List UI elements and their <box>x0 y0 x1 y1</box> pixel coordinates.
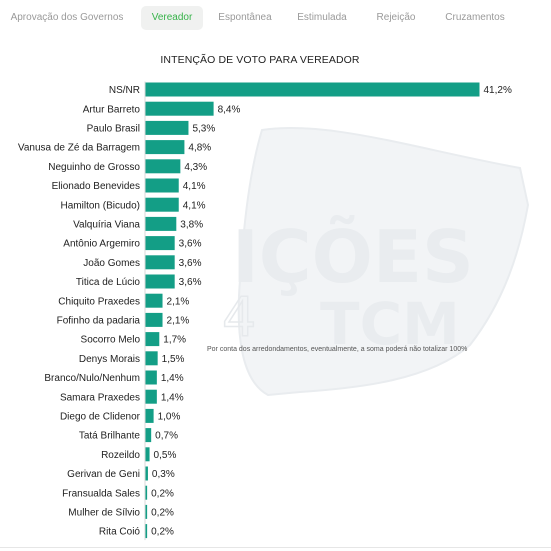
data-label: 0,2% <box>151 527 174 538</box>
data-label: 0,2% <box>151 488 174 499</box>
category-label: Rozeildo <box>101 450 140 461</box>
tab-bar: Aprovação dos Governos Vereador Espontân… <box>0 6 551 30</box>
bar[interactable] <box>145 178 179 193</box>
bar[interactable] <box>145 466 148 481</box>
bar[interactable] <box>145 370 157 385</box>
category-label: Fransualda Sales <box>62 488 140 499</box>
category-label: Branco/Nulo/Nenhum <box>44 373 140 384</box>
category-label: Vanusa de Zé da Barragem <box>18 143 140 154</box>
tab-espontanea[interactable]: Espontânea <box>218 12 272 23</box>
category-label: João Gomes <box>83 258 140 269</box>
category-label: Antônio Argemiro <box>63 239 140 250</box>
bar[interactable] <box>145 216 177 231</box>
data-label: 0,3% <box>152 469 175 480</box>
category-label: NS/NR <box>109 85 140 96</box>
data-label: 1,0% <box>158 412 181 423</box>
data-label: 41,2% <box>484 85 512 96</box>
category-label: Samara Praxedes <box>60 392 140 403</box>
data-label: 3,6% <box>179 239 202 250</box>
category-label: Hamilton (Bicudo) <box>61 200 140 211</box>
category-label: Mulher de Sílvio <box>68 508 140 519</box>
bar[interactable] <box>145 447 150 462</box>
data-label: 4,1% <box>183 181 206 192</box>
bar[interactable] <box>145 236 175 251</box>
tab-aprovacao[interactable]: Aprovação dos Governos <box>10 12 124 23</box>
bar[interactable] <box>145 293 163 308</box>
data-label: 0,7% <box>155 431 178 442</box>
bar[interactable] <box>145 82 480 97</box>
tab-cruzamentos[interactable]: Cruzamentos <box>445 12 505 23</box>
bar[interactable] <box>145 120 189 135</box>
bar[interactable] <box>145 485 148 500</box>
category-label: Artur Barreto <box>83 104 141 115</box>
data-label: 4,3% <box>184 162 207 173</box>
bar[interactable] <box>145 140 185 155</box>
category-label: Denys Morais <box>79 354 140 365</box>
category-label: Fofinho da padaria <box>57 316 141 327</box>
data-label: 4,1% <box>183 200 206 211</box>
data-label: 0,2% <box>151 508 174 519</box>
category-label: Diego de Clidenor <box>60 412 141 423</box>
data-label: 2,1% <box>167 296 190 307</box>
category-label: Chiquito Praxedes <box>58 296 140 307</box>
category-label: Socorro Melo <box>81 335 141 346</box>
category-label: Titica de Lúcio <box>76 277 141 288</box>
data-label: 3,6% <box>179 277 202 288</box>
bar[interactable] <box>145 524 148 539</box>
bottom-divider <box>0 547 551 548</box>
data-label: 0,5% <box>154 450 177 461</box>
data-label: 5,3% <box>192 124 215 135</box>
tab-rejeicao[interactable]: Rejeição <box>376 12 416 23</box>
bar[interactable] <box>145 101 214 116</box>
rounding-note: Por conta dos arredondamentos, eventualm… <box>207 346 468 353</box>
category-label: Gerivan de Geni <box>67 469 140 480</box>
data-label: 1,4% <box>161 392 184 403</box>
category-label: Tatá Brilhante <box>79 431 141 442</box>
data-label: 3,8% <box>180 220 203 231</box>
category-label: Neguinho de Grosso <box>48 162 140 173</box>
category-label: Elionado Benevides <box>52 181 140 192</box>
bar[interactable] <box>145 504 148 519</box>
tab-estimulada[interactable]: Estimulada <box>297 12 347 23</box>
data-label: 4,8% <box>188 143 211 154</box>
data-label: 1,5% <box>162 354 185 365</box>
category-label: Paulo Brasil <box>87 124 140 135</box>
category-label: Valquíria Viana <box>73 220 140 231</box>
bar[interactable] <box>145 312 163 327</box>
data-label: 1,4% <box>161 373 184 384</box>
tab-vereador[interactable]: Vereador <box>141 6 203 30</box>
category-label: Rita Coió <box>99 527 141 538</box>
bar[interactable] <box>145 389 157 404</box>
bar[interactable] <box>145 274 175 289</box>
bar[interactable] <box>145 197 179 212</box>
bar[interactable] <box>145 255 175 270</box>
bar[interactable] <box>145 351 158 366</box>
data-label: 1,7% <box>163 335 186 346</box>
bar[interactable] <box>145 408 154 423</box>
data-label: 2,1% <box>167 316 190 327</box>
data-label: 3,6% <box>179 258 202 269</box>
chart-title: INTENÇÃO DE VOTO PARA VEREADOR <box>160 54 360 66</box>
bar[interactable] <box>145 159 181 174</box>
bar[interactable] <box>145 332 160 347</box>
bar[interactable] <box>145 428 152 443</box>
data-label: 8,4% <box>218 104 241 115</box>
